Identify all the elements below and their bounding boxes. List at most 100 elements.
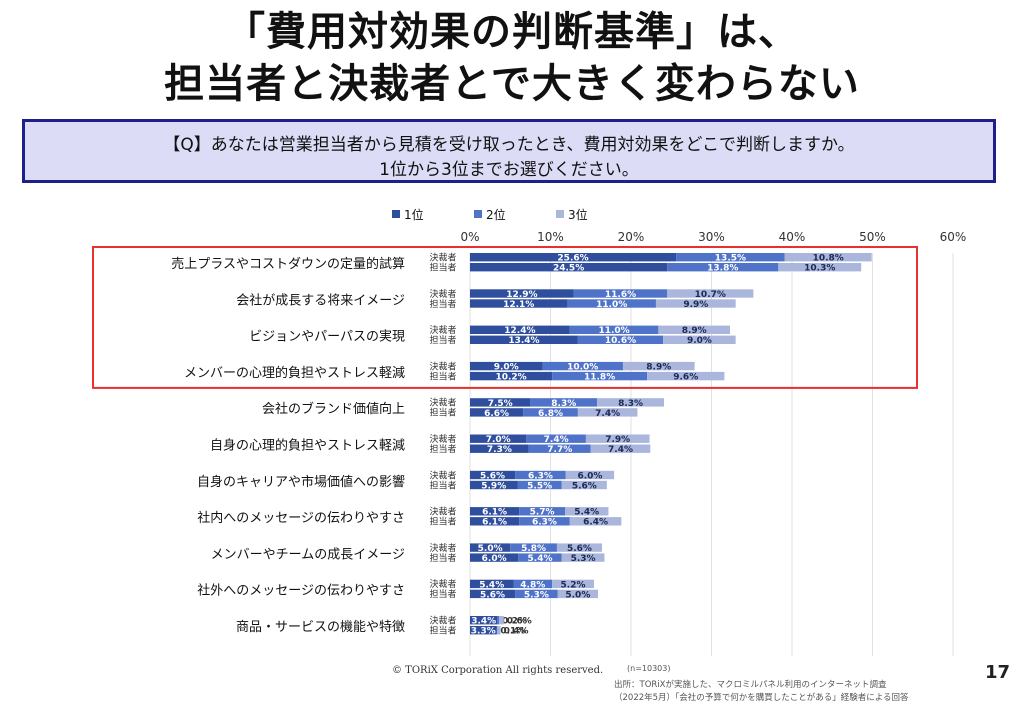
bar-segment-rank2 — [530, 398, 598, 407]
bar-segment-rank2 — [577, 335, 664, 344]
respondent-label: 担当者 — [429, 479, 456, 491]
data-label: 10.8% — [813, 254, 844, 264]
bar-segment-rank2 — [517, 480, 562, 490]
respondent-label: 決裁者 — [429, 252, 456, 264]
data-label: 8.9% — [682, 326, 707, 336]
respondent-label: 担当者 — [429, 625, 456, 637]
data-label: 6.3% — [532, 518, 557, 528]
data-label: 9.0% — [494, 363, 519, 373]
respondent-label: 担当者 — [429, 262, 456, 274]
data-label: 6.0% — [482, 554, 507, 564]
x-tick-label: 50% — [859, 230, 886, 244]
respondent-label: 決裁者 — [429, 433, 456, 445]
bar-segment-rank2 — [518, 553, 562, 562]
bar-segment-rank2 — [515, 470, 566, 480]
source-line-1: 出所：TORiXが実施した、マクロミルパネル利用のインターネット調査 — [614, 680, 887, 690]
page-title-line1: 「費用対効果の判断基準」は、 — [225, 9, 799, 55]
page-title-line2: 担当者と決裁者とで大きく変わらない — [164, 61, 860, 107]
bar-segment-rank3 — [565, 470, 615, 480]
respondent-label: 決裁者 — [429, 542, 456, 554]
data-label: 7.0% — [486, 435, 511, 445]
x-tick-label: 20% — [618, 230, 645, 244]
copyright-text: © TORiX Corporation All rights reserved. — [392, 665, 604, 676]
respondent-label: 担当者 — [429, 516, 456, 528]
bar-segment-rank1 — [470, 543, 511, 552]
data-label: 0.2% — [502, 617, 527, 627]
bar-segment-rank1 — [470, 434, 527, 443]
x-tick-label: 40% — [779, 230, 806, 244]
legend-swatch-rank1 — [392, 210, 400, 218]
data-label: 11.8% — [584, 373, 615, 383]
data-label: 5.2% — [561, 580, 586, 590]
category-label: メンバーやチームの成長イメージ — [211, 547, 405, 562]
data-label: 12.9% — [506, 290, 537, 300]
data-label: 5.5% — [527, 481, 552, 491]
bar-segment-rank3 — [663, 335, 736, 344]
source-line-2: （2022年5月）「会社の予算で何かを購買したことがある」経験者による回答 — [614, 693, 909, 703]
bar-segment-rank1 — [470, 289, 574, 298]
respondent-label: 決裁者 — [429, 615, 456, 627]
bar-segment-rank2 — [569, 325, 659, 334]
data-label: 24.5% — [553, 264, 584, 274]
bar-segment-rank1 — [470, 626, 497, 635]
bar-segment-rank2 — [542, 361, 623, 371]
legend-item-rank1: 1位 — [392, 206, 424, 222]
page-number: 17 — [985, 662, 1011, 683]
data-label: 5.6% — [480, 590, 505, 600]
data-label: 7.7% — [547, 445, 572, 455]
source-note: 出所：TORiXが実施した、マクロミルパネル利用のインターネット調査 （2022… — [614, 679, 909, 705]
legend-label-rank1: 1位 — [404, 207, 424, 222]
data-label: 5.4% — [528, 554, 553, 564]
data-label: 25.6% — [557, 254, 588, 264]
bar-segment-rank2 — [496, 626, 498, 635]
data-label: 8.3% — [618, 399, 643, 409]
category-label: 社内へのメッセージの伝わりやすさ — [197, 510, 405, 526]
data-label: 5.7% — [530, 508, 555, 518]
data-label: 5.0% — [565, 590, 590, 600]
x-tick-label: 10% — [537, 230, 564, 244]
bar-segment-rank1 — [470, 470, 516, 480]
respondent-label: 担当者 — [429, 443, 456, 455]
bar-segment-rank3 — [564, 507, 609, 516]
bar-segment-rank1 — [470, 398, 531, 407]
data-label: 0.1% — [500, 627, 525, 637]
bar-segment-rank3 — [590, 444, 651, 453]
bar-segment-rank3 — [655, 299, 736, 308]
data-label: 9.9% — [683, 300, 708, 310]
sample-size: (n=10303) — [627, 664, 671, 673]
bar-segment-rank1 — [470, 517, 520, 526]
data-label: 7.4% — [608, 445, 633, 455]
bar-segment-rank3 — [784, 253, 872, 262]
question-instruction: 1位から3位までお選びください。 — [379, 160, 639, 180]
data-label: 6.3% — [528, 471, 553, 481]
bar-segment-rank3 — [561, 480, 607, 490]
bar-segment-rank2 — [528, 444, 591, 453]
respondent-label: 決裁者 — [429, 578, 456, 590]
bar-segment-rank2 — [513, 579, 553, 589]
bar-segment-rank3 — [778, 263, 862, 272]
bar-segment-rank1 — [470, 361, 543, 371]
data-label: 5.8% — [521, 544, 546, 554]
bar-segment-rank1 — [470, 507, 520, 516]
category-label: 自身の心理的負担やストレス軽減 — [210, 438, 405, 454]
bar-segment-rank2 — [523, 408, 578, 417]
bar-segment-rank3 — [667, 289, 754, 298]
data-label: 3.3% — [471, 627, 496, 637]
data-label: 11.6% — [605, 290, 636, 300]
data-label: 8.3% — [551, 399, 576, 409]
data-label: 7.9% — [605, 435, 630, 445]
bar-segment-rank3 — [556, 543, 603, 552]
data-label: 13.4% — [508, 336, 539, 346]
data-label: 6.1% — [482, 518, 507, 528]
data-label: 5.4% — [479, 580, 504, 590]
data-label: 5.9% — [481, 481, 506, 491]
data-label: 7.4% — [544, 435, 569, 445]
bar-segment-rank1 — [470, 480, 518, 490]
bar-segment-rank2 — [573, 289, 668, 298]
bar-segment-rank1 — [470, 263, 668, 272]
respondent-label: 担当者 — [429, 370, 456, 382]
data-label: 10.3% — [804, 264, 835, 274]
respondent-label: 担当者 — [429, 298, 456, 310]
respondent-label: 担当者 — [429, 588, 456, 600]
bar-segment-rank1 — [470, 253, 677, 262]
